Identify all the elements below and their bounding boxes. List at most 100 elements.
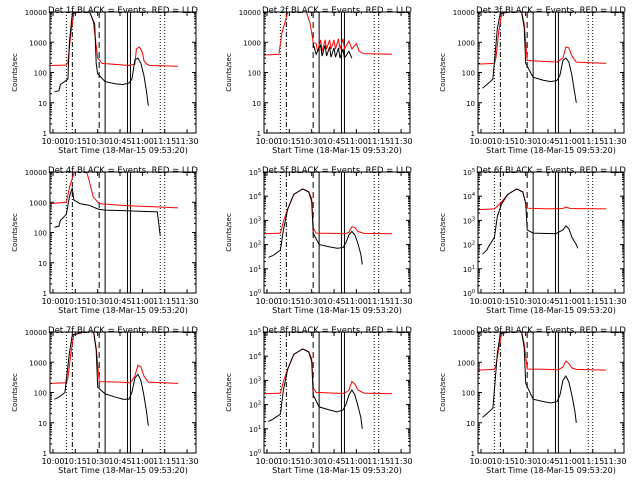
x-tick-label: 11:00 (559, 137, 582, 146)
y-tick-label: 10 (466, 420, 475, 428)
x-tick-label: 11:30 (176, 137, 199, 146)
panel-title: Det 8f BLACK = Events, RED = LLD (262, 326, 412, 336)
x-tick-label: 10:00 (469, 457, 492, 466)
y-tick-label: 102 (249, 401, 261, 410)
x-tick-label: 10:45 (108, 137, 131, 146)
x-axis-label: Start Time (18-Mar-15 09:53:20) (486, 466, 616, 475)
series-lld-line (50, 332, 179, 384)
y-axis-label: Counts/sec (439, 213, 447, 252)
x-tick-label: 10:30 (514, 297, 537, 306)
x-tick-label: 11:15 (581, 137, 604, 146)
series-lld-line (478, 12, 607, 65)
series-lld-line (50, 172, 179, 209)
x-axis-label: Start Time (18-Mar-15 09:53:20) (272, 306, 402, 315)
panel-title: Det 2f BLACK = Events, RED = LLD (262, 6, 412, 16)
x-tick-label: 11:30 (604, 297, 627, 306)
x-tick-label: 10:00 (255, 457, 278, 466)
x-tick-label: 10:45 (536, 297, 559, 306)
series-lld-line (264, 188, 393, 235)
x-tick-label: 10:45 (322, 137, 345, 146)
x-axis-label: Start Time (18-Mar-15 09:53:20) (272, 146, 402, 155)
panel-title: Det 3f BLACK = Events, RED = LLD (476, 6, 626, 16)
x-axis-label: Start Time (18-Mar-15 09:53:20) (58, 146, 188, 155)
x-tick-label: 11:30 (390, 457, 413, 466)
y-tick-label: 103 (249, 376, 261, 385)
x-tick-label: 11:00 (345, 297, 368, 306)
y-tick-label: 100 (249, 449, 261, 458)
panel-det-9f: 10:00 10:15 10:30 10:45 11:00 11:15 11:30 1 10 10… (439, 326, 627, 475)
x-tick-label: 10:30 (86, 297, 109, 306)
series-events-line (268, 348, 363, 429)
y-tick-label: 101 (249, 265, 261, 274)
x-tick-label: 10:45 (536, 137, 559, 146)
y-tick-label: 1000 (29, 199, 47, 207)
series-events-line (312, 43, 353, 60)
y-tick-label: 10 (38, 260, 47, 268)
x-tick-label: 11:30 (604, 457, 627, 466)
series-lld-line (478, 188, 607, 211)
y-tick-label: 1 (43, 450, 47, 458)
y-tick-label: 10000 (453, 9, 475, 17)
x-tick-label: 11:15 (581, 457, 604, 466)
y-tick-label: 102 (249, 241, 261, 250)
x-tick-label: 11:30 (604, 137, 627, 146)
x-tick-label: 10:00 (41, 457, 64, 466)
y-tick-label: 1 (43, 130, 47, 138)
x-tick-label: 11:30 (390, 297, 413, 306)
series-events-line (482, 332, 577, 423)
y-tick-label: 1 (43, 290, 47, 298)
y-tick-label: 101 (463, 265, 475, 274)
y-tick-label: 103 (249, 216, 261, 225)
x-tick-label: 11:00 (131, 297, 154, 306)
y-tick-label: 102 (463, 241, 475, 250)
y-tick-label: 1 (471, 450, 475, 458)
x-tick-label: 10:45 (322, 297, 345, 306)
y-tick-label: 100 (248, 70, 261, 78)
y-tick-label: 100 (34, 230, 47, 238)
series-events-line (268, 188, 363, 265)
y-tick-label: 10 (466, 100, 475, 108)
x-tick-label: 10:15 (278, 137, 301, 146)
panel-det-2f: 10:00 10:15 10:30 10:45 11:00 11:15 11:30 1 10 10… (225, 6, 413, 155)
series-events-line (54, 187, 161, 236)
x-tick-label: 10:45 (108, 297, 131, 306)
x-tick-label: 10:45 (322, 457, 345, 466)
plot-frame (263, 331, 411, 454)
x-tick-label: 11:15 (367, 457, 390, 466)
x-tick-label: 11:30 (176, 297, 199, 306)
panel-title: Det 5f BLACK = Events, RED = LLD (262, 166, 412, 176)
y-tick-label: 1 (257, 130, 261, 138)
panel-title: Det 1f BLACK = Events, RED = LLD (48, 6, 198, 16)
x-tick-label: 10:15 (64, 137, 87, 146)
y-tick-label: 100 (462, 70, 475, 78)
y-tick-label: 10000 (25, 9, 47, 17)
panel-title: Det 7f BLACK = Events, RED = LLD (48, 326, 198, 336)
panel-det-4f: 10:00 10:15 10:30 10:45 11:00 11:15 11:30 1 10 10… (11, 166, 199, 315)
series-lld-line (264, 12, 393, 56)
y-tick-label: 1 (471, 130, 475, 138)
x-tick-label: 10:15 (64, 457, 87, 466)
y-tick-label: 10000 (453, 329, 475, 337)
x-tick-label: 10:30 (300, 297, 323, 306)
y-axis-label: Counts/sec (11, 373, 19, 412)
y-tick-label: 100 (34, 390, 47, 398)
y-tick-label: 103 (463, 216, 475, 225)
series-events-line (482, 188, 579, 255)
panel-det-5f: 10:00 10:15 10:30 10:45 11:00 11:15 11:30 100 10… (225, 166, 413, 315)
x-tick-label: 10:45 (108, 457, 131, 466)
x-axis-label: Start Time (18-Mar-15 09:53:20) (272, 466, 402, 475)
y-tick-label: 105 (463, 168, 475, 177)
series-events-line (54, 12, 149, 106)
x-tick-label: 11:00 (345, 457, 368, 466)
x-tick-label: 11:15 (367, 297, 390, 306)
x-tick-label: 10:00 (469, 297, 492, 306)
y-tick-label: 100 (463, 289, 475, 298)
series-events-line (54, 332, 149, 426)
panel-det-8f: 10:00 10:15 10:30 10:45 11:00 11:15 11:30 100 10… (225, 326, 413, 475)
x-tick-label: 10:45 (536, 457, 559, 466)
panel-det-6f: 10:00 10:15 10:30 10:45 11:00 11:15 11:30 100 10… (439, 166, 627, 315)
x-tick-label: 10:30 (300, 137, 323, 146)
series-lld-line (264, 348, 393, 395)
x-axis-label: Start Time (18-Mar-15 09:53:20) (486, 306, 616, 315)
